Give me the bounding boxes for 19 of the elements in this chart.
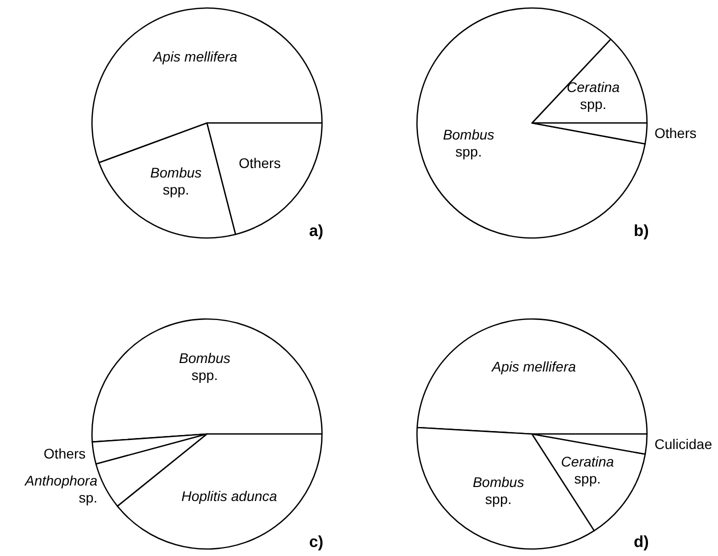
slice-label: Bombus spp. [179,350,230,383]
slice-label: Culicidae [654,436,712,452]
text: a) [309,223,324,240]
slice-label: Others [238,154,281,171]
slice-label: Ceratina spp. [566,78,620,112]
slice-label: Apis mellifera [490,358,576,374]
text: c) [309,534,324,552]
slice-label: Others [654,124,697,141]
slice-label: Anthophora sp. [24,472,98,506]
text: d) [634,534,649,552]
slice-label: Hoplitis adunca [181,488,278,504]
slice-label: Bombus spp. [472,474,524,507]
pie-slice [416,7,646,239]
slice-label: Apis mellifera [152,48,238,64]
slice-label: Bombus spp. [442,126,494,160]
slice-label: Bombus spp. [150,164,202,198]
text: b) [634,223,649,240]
slice-label: Others [44,445,86,462]
slice-label: Ceratina spp. [561,453,614,486]
